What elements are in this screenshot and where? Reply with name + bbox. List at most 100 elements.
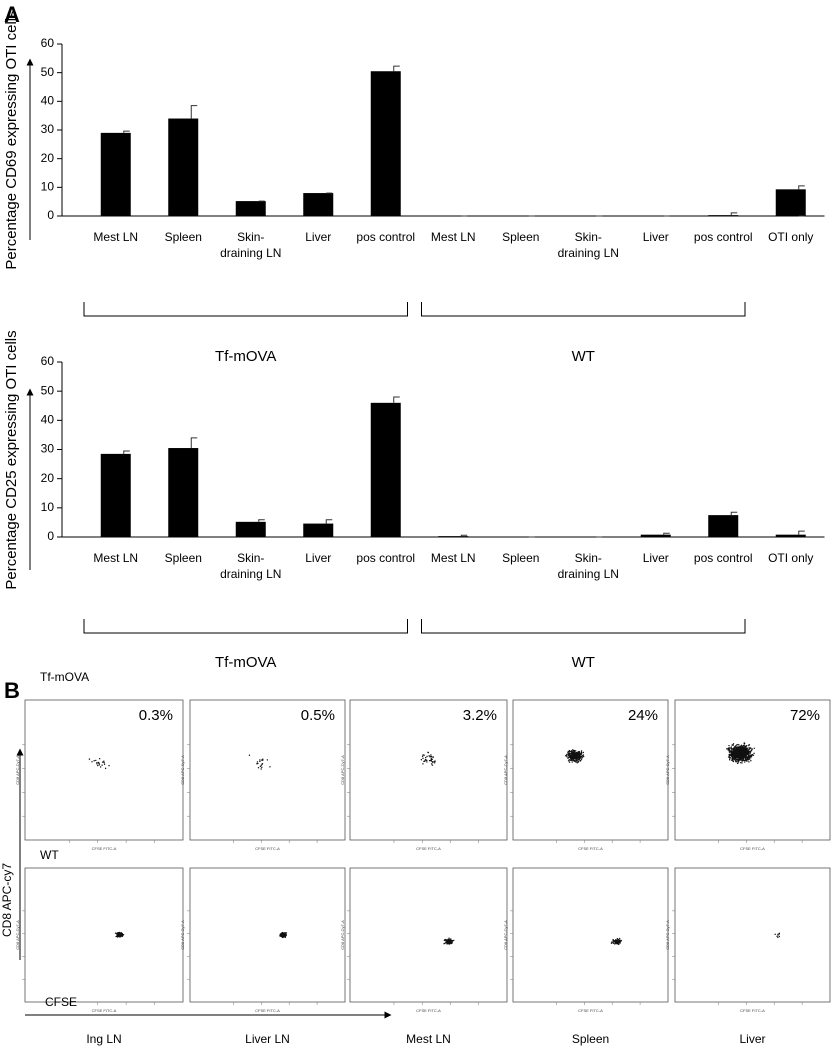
plot-x-label: CFSE FITC-A bbox=[416, 846, 441, 851]
flow-dot bbox=[777, 936, 779, 939]
flow-dot bbox=[618, 940, 620, 943]
bar bbox=[370, 402, 401, 537]
flow-dot bbox=[778, 935, 781, 938]
flow-dot bbox=[448, 939, 450, 941]
bar bbox=[708, 515, 739, 537]
flow-dot bbox=[612, 940, 614, 942]
flow-plot bbox=[24, 699, 184, 841]
y-tick-label: 0 bbox=[47, 529, 54, 543]
flow-dot bbox=[736, 754, 738, 756]
flow-dot bbox=[740, 755, 743, 757]
flow-dot bbox=[567, 760, 570, 762]
flow-dot bbox=[726, 748, 728, 750]
flow-dot bbox=[97, 764, 99, 767]
flow-dot bbox=[731, 753, 733, 755]
flow-dot bbox=[568, 749, 571, 752]
flow-dot bbox=[98, 764, 101, 766]
error-bar bbox=[123, 450, 130, 454]
y-tick-label: 30 bbox=[41, 442, 55, 456]
column-label: Liver LN bbox=[245, 1032, 290, 1046]
flow-dot bbox=[280, 932, 282, 935]
flow-dot bbox=[120, 935, 122, 937]
flow-dot bbox=[731, 757, 733, 760]
x-tick-label: Spleen bbox=[165, 230, 202, 244]
flow-dot bbox=[570, 759, 572, 762]
flow-dot bbox=[114, 932, 117, 934]
flow-dot bbox=[260, 768, 262, 770]
plot-y-label: CD8 APC-Cy7-A bbox=[503, 920, 508, 950]
flow-dot bbox=[572, 758, 575, 761]
flow-dot bbox=[426, 755, 428, 758]
flow-dot bbox=[574, 755, 576, 758]
plot-x-label: CFSE FITC-A bbox=[92, 846, 117, 851]
flow-plot bbox=[512, 867, 669, 1003]
flow-plot bbox=[189, 699, 346, 841]
flow-dot bbox=[744, 753, 746, 756]
flow-dot bbox=[285, 934, 287, 936]
flow-dot bbox=[430, 758, 433, 761]
plot-x-label: CFSE FITC-A bbox=[255, 1008, 280, 1013]
flow-dot bbox=[611, 941, 613, 943]
flow-dot bbox=[259, 759, 261, 761]
flow-dot bbox=[571, 758, 573, 761]
flow-dot bbox=[728, 746, 730, 749]
group-bracket bbox=[83, 302, 408, 317]
flow-dot bbox=[266, 759, 269, 761]
flow-dot bbox=[257, 767, 260, 769]
flow-dot bbox=[570, 755, 573, 758]
flow-dot bbox=[257, 762, 259, 765]
plot-x-label: CFSE FITC-A bbox=[416, 1008, 441, 1013]
error-bar bbox=[190, 105, 198, 119]
flow-dot bbox=[749, 752, 751, 754]
flow-dot bbox=[739, 759, 741, 761]
percent-label: 0.3% bbox=[139, 707, 173, 724]
flow-dot bbox=[777, 934, 779, 936]
x-tick-label: Mest LN bbox=[431, 230, 476, 244]
percent-label: 3.2% bbox=[463, 707, 497, 724]
flow-dot bbox=[778, 932, 781, 935]
group-label: WT bbox=[572, 348, 595, 365]
flow-dot bbox=[733, 757, 735, 759]
flow-dot bbox=[753, 747, 755, 749]
flow-dot bbox=[99, 766, 102, 768]
flow-plot bbox=[674, 867, 831, 1003]
flow-dot bbox=[284, 934, 286, 937]
flow-dot bbox=[568, 752, 571, 755]
flow-dot bbox=[734, 752, 737, 754]
flow-dot bbox=[747, 751, 749, 754]
flow-dot bbox=[451, 941, 453, 944]
row-label: WT bbox=[40, 848, 59, 862]
flow-dot bbox=[747, 748, 749, 750]
flow-dot bbox=[731, 759, 734, 761]
bar bbox=[168, 118, 199, 216]
x-tick-label: Skin-draining LN bbox=[558, 230, 619, 260]
bar bbox=[775, 534, 806, 537]
flow-dot bbox=[577, 751, 580, 753]
plot-x-label: CFSE FITC-A bbox=[740, 846, 765, 851]
flow-dot bbox=[737, 746, 740, 749]
flow-dot bbox=[738, 756, 740, 758]
flow-dot bbox=[121, 934, 124, 936]
flow-dot bbox=[98, 758, 101, 760]
flow-dot bbox=[115, 935, 117, 938]
flow-dot bbox=[571, 751, 573, 753]
flow-dot bbox=[740, 747, 743, 750]
flow-dot bbox=[430, 763, 433, 765]
flow-dot bbox=[429, 756, 431, 758]
flow-dot bbox=[434, 762, 436, 764]
error-bar bbox=[663, 532, 670, 535]
flow-dot bbox=[91, 761, 93, 763]
flow-dot bbox=[612, 939, 614, 941]
flow-dot bbox=[285, 932, 288, 934]
flow-dot bbox=[575, 751, 578, 754]
bar bbox=[168, 448, 199, 537]
flow-dot bbox=[728, 755, 731, 757]
flow-dot bbox=[735, 759, 737, 762]
flow-dot bbox=[116, 935, 118, 938]
bar bbox=[438, 536, 469, 537]
flow-dot bbox=[741, 753, 743, 755]
flow-dot bbox=[743, 756, 745, 758]
plot-y-label: CD8 APC-Cy7-A bbox=[665, 920, 670, 950]
group-bracket bbox=[83, 619, 408, 634]
bar bbox=[303, 193, 334, 216]
